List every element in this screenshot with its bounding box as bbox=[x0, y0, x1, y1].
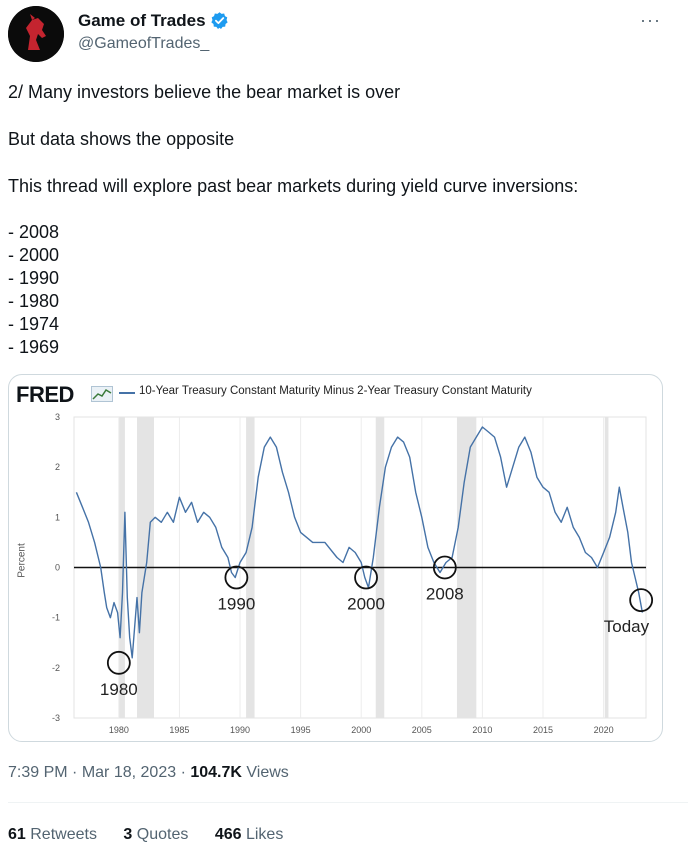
tweet-line: 2/ Many investors believe the bear marke… bbox=[8, 82, 401, 102]
more-options-icon[interactable]: ··· bbox=[640, 10, 661, 30]
tweet-line: - 1969 bbox=[8, 337, 60, 357]
inversion-circle bbox=[629, 588, 654, 613]
inversion-circle bbox=[106, 650, 131, 675]
tweet-line: - 1980 bbox=[8, 291, 60, 311]
fred-logo: FRED bbox=[16, 382, 74, 407]
tweet-line: But data shows the opposite bbox=[8, 129, 235, 149]
y-tick-label: 2 bbox=[55, 462, 60, 472]
verified-badge-icon bbox=[211, 12, 228, 30]
y-tick-label: 3 bbox=[55, 412, 60, 422]
fred-graph-icon bbox=[91, 386, 113, 402]
inversion-circle bbox=[432, 555, 457, 580]
chart-plot: 1980 1985 1990 1995 2000 2005 2010 2015 2020 3 2 1 0… bbox=[52, 412, 654, 735]
legend-swatch bbox=[119, 392, 135, 394]
chart-image[interactable]: FRED 10-Year Treasury Constant Maturity … bbox=[8, 374, 663, 742]
x-tick-label: 2010 bbox=[472, 725, 492, 735]
annotation-label: 2008 bbox=[426, 585, 464, 604]
author-handle[interactable]: @GameofTrades_ bbox=[78, 35, 210, 52]
annotation-label: 1980 bbox=[100, 680, 138, 699]
views-count: 104.7K bbox=[190, 764, 242, 781]
likes-stat[interactable]: 466 Likes bbox=[214, 826, 284, 843]
views-label: Views bbox=[246, 764, 289, 781]
tweet-line: - 1990 bbox=[8, 268, 60, 288]
author-name[interactable]: Game of Trades bbox=[78, 11, 206, 30]
tweet-time[interactable]: 7:39 PM bbox=[8, 764, 68, 781]
tweet-stats: 61 Retweets 3 Quotes 466 Likes bbox=[8, 826, 305, 844]
annotation-label: 1990 bbox=[217, 595, 255, 614]
inversion-circle bbox=[224, 565, 249, 590]
x-tick-label: 1995 bbox=[291, 725, 311, 735]
y-tick-label: -2 bbox=[52, 663, 60, 673]
tweet-line: - 2008 bbox=[8, 222, 60, 242]
annotation-label: Today bbox=[604, 617, 650, 636]
tweet-meta: 7:39 PM · Mar 18, 2023 · 104.7K Views bbox=[8, 764, 289, 781]
retweets-stat[interactable]: 61 Retweets bbox=[8, 826, 97, 843]
series-line bbox=[75, 426, 644, 659]
x-tick-label: 2015 bbox=[533, 725, 553, 735]
inversion-circle bbox=[354, 565, 378, 590]
tweet-date[interactable]: Mar 18, 2023 bbox=[81, 764, 177, 781]
divider bbox=[8, 802, 688, 803]
horse-logo-icon bbox=[8, 6, 64, 62]
y-tick-label: 1 bbox=[55, 512, 60, 522]
x-tick-label: 1985 bbox=[169, 725, 189, 735]
tweet-line: - 2000 bbox=[8, 245, 60, 265]
quotes-stat[interactable]: 3 Quotes bbox=[123, 826, 189, 843]
avatar[interactable] bbox=[8, 6, 64, 62]
annotation-label: 2000 bbox=[347, 595, 385, 614]
tweet-line: - 1974 bbox=[8, 314, 60, 334]
y-tick-label: -3 bbox=[52, 713, 60, 723]
y-tick-label: -1 bbox=[52, 613, 60, 623]
tweet-line: This thread will explore past bear marke… bbox=[8, 176, 579, 196]
chart-legend: 10-Year Treasury Constant Maturity Minus… bbox=[139, 385, 532, 397]
y-tick-label: 0 bbox=[55, 563, 60, 573]
x-tick-label: 1990 bbox=[230, 725, 250, 735]
x-tick-label: 2020 bbox=[594, 725, 614, 735]
x-tick-label: 2000 bbox=[351, 725, 371, 735]
x-tick-label: 1980 bbox=[109, 725, 129, 735]
x-tick-label: 2005 bbox=[412, 725, 432, 735]
